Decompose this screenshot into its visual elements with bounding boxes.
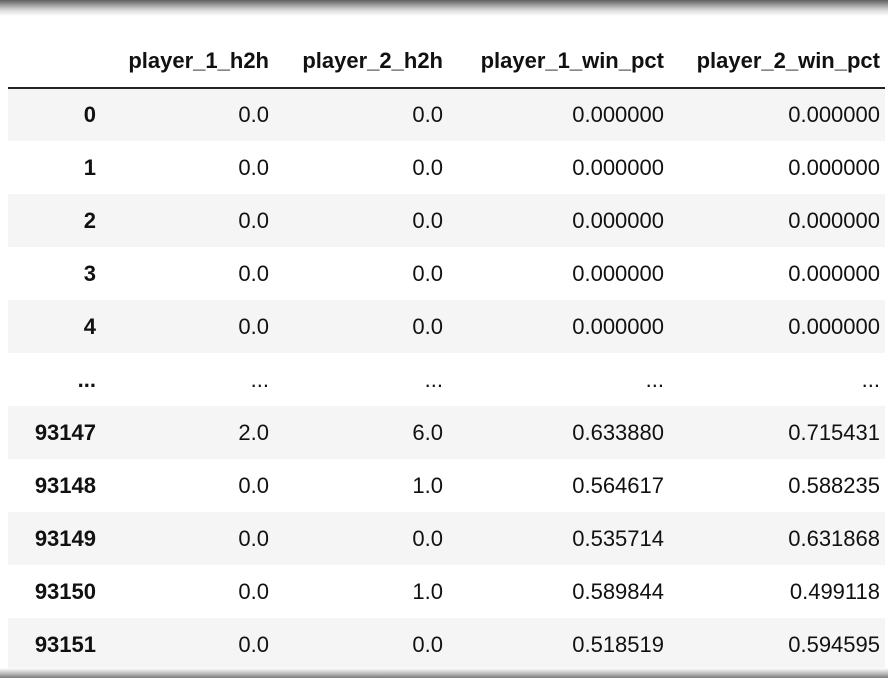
table-cell: 0.594595: [788, 631, 880, 657]
table-cell: ...: [250, 366, 269, 392]
column-header-player-2-h2h: player_2_h2h: [274, 35, 448, 89]
table-row: 0 0.0 0.0 0.000000 0.000000: [8, 88, 885, 141]
table-cell: 0.000000: [788, 102, 880, 127]
table-row-ellipsis: ... ... ... ... ...: [8, 353, 885, 406]
table-cell: 2.0: [238, 419, 269, 445]
top-edge-shadow: [0, 0, 888, 16]
table-cell: 0.0: [412, 631, 443, 657]
table-cell: 0.0: [238, 260, 269, 286]
table-cell: 0.0: [238, 631, 269, 657]
table-cell: ...: [645, 366, 664, 392]
column-header-player-1-h2h: player_1_h2h: [101, 35, 274, 89]
table-row: 93151 0.0 0.0 0.518519 0.594595: [8, 618, 885, 671]
row-index: 93151: [34, 631, 96, 657]
table-cell: 0.000000: [788, 154, 880, 180]
table-cell: 0.631868: [788, 525, 880, 551]
row-index: 93148: [34, 472, 96, 498]
row-index: 2: [83, 207, 96, 233]
table-cell: ...: [861, 366, 880, 392]
index-header: [8, 35, 101, 89]
table-cell: 1.0: [412, 578, 443, 604]
table-row: 93149 0.0 0.0 0.535714 0.631868: [8, 512, 885, 565]
row-index: 93149: [34, 525, 96, 551]
table-row: 1 0.0 0.0 0.000000 0.000000: [8, 141, 885, 194]
table-cell: 0.0: [238, 207, 269, 233]
table-cell: 0.000000: [572, 154, 664, 180]
table-cell: 0.000000: [572, 313, 664, 339]
table-cell: 0.715431: [788, 419, 880, 445]
bottom-edge-shadow: [0, 668, 888, 678]
table-cell: 0.0: [238, 525, 269, 551]
table-cell: ...: [424, 366, 443, 392]
table-cell: 0.564617: [572, 472, 664, 498]
table-cell: 0.000000: [572, 207, 664, 233]
table-cell: 0.0: [412, 102, 443, 127]
table-header: player_1_h2h player_2_h2h player_1_win_p…: [8, 35, 885, 89]
table-row: 2 0.0 0.0 0.000000 0.000000: [8, 194, 885, 247]
table-cell: 0.0: [412, 260, 443, 286]
table-cell: 0.499118: [789, 578, 880, 604]
table-row: 93147 2.0 6.0 0.633880 0.715431: [8, 406, 885, 459]
row-index: ...: [77, 366, 96, 392]
table-cell: 0.000000: [572, 260, 664, 286]
row-index: 93147: [34, 419, 96, 445]
table-cell: 0.0: [238, 154, 269, 180]
table-row: 93148 0.0 1.0 0.564617 0.588235: [8, 459, 885, 512]
table-cell: 0.0: [238, 313, 269, 339]
row-index: 0: [83, 102, 96, 127]
column-header-player-1-win-pct: player_1_win_pct: [448, 35, 669, 89]
table-cell: 0.0: [412, 154, 443, 180]
table-cell: 0.000000: [572, 102, 664, 127]
table-cell: 0.588235: [788, 472, 880, 498]
table-cell: 0.589844: [572, 578, 664, 604]
table-cell: 0.0: [412, 313, 443, 339]
table-body: 0 0.0 0.0 0.000000 0.000000 1 0.0 0.0 0.…: [8, 88, 885, 671]
table-row: 4 0.0 0.0 0.000000 0.000000: [8, 300, 885, 353]
table-cell: 0.0: [238, 472, 269, 498]
table-cell: 0.0: [412, 525, 443, 551]
table-cell: 0.0: [238, 102, 269, 127]
table-cell: 0.0: [412, 207, 443, 233]
table-cell: 0.535714: [572, 525, 664, 551]
table-cell: 0.518519: [572, 631, 664, 657]
table-cell: 0.000000: [788, 313, 880, 339]
column-header-player-2-win-pct: player_2_win_pct: [669, 35, 885, 89]
table-row: 3 0.0 0.0 0.000000 0.000000: [8, 247, 885, 300]
row-index: 93150: [34, 578, 96, 604]
table-cell: 6.0: [412, 419, 443, 445]
table-row: 93150 0.0 1.0 0.589844 0.499118: [8, 565, 885, 618]
row-index: 3: [83, 260, 96, 286]
dataframe-table: player_1_h2h player_2_h2h player_1_win_p…: [8, 35, 885, 671]
table-cell: 0.000000: [788, 207, 880, 233]
row-index: 1: [83, 154, 96, 180]
row-index: 4: [83, 313, 96, 339]
table-cell: 0.000000: [788, 260, 880, 286]
table-cell: 0.633880: [572, 419, 664, 445]
table-cell: 0.0: [238, 578, 269, 604]
table-cell: 1.0: [412, 472, 443, 498]
header-row: player_1_h2h player_2_h2h player_1_win_p…: [8, 35, 885, 89]
